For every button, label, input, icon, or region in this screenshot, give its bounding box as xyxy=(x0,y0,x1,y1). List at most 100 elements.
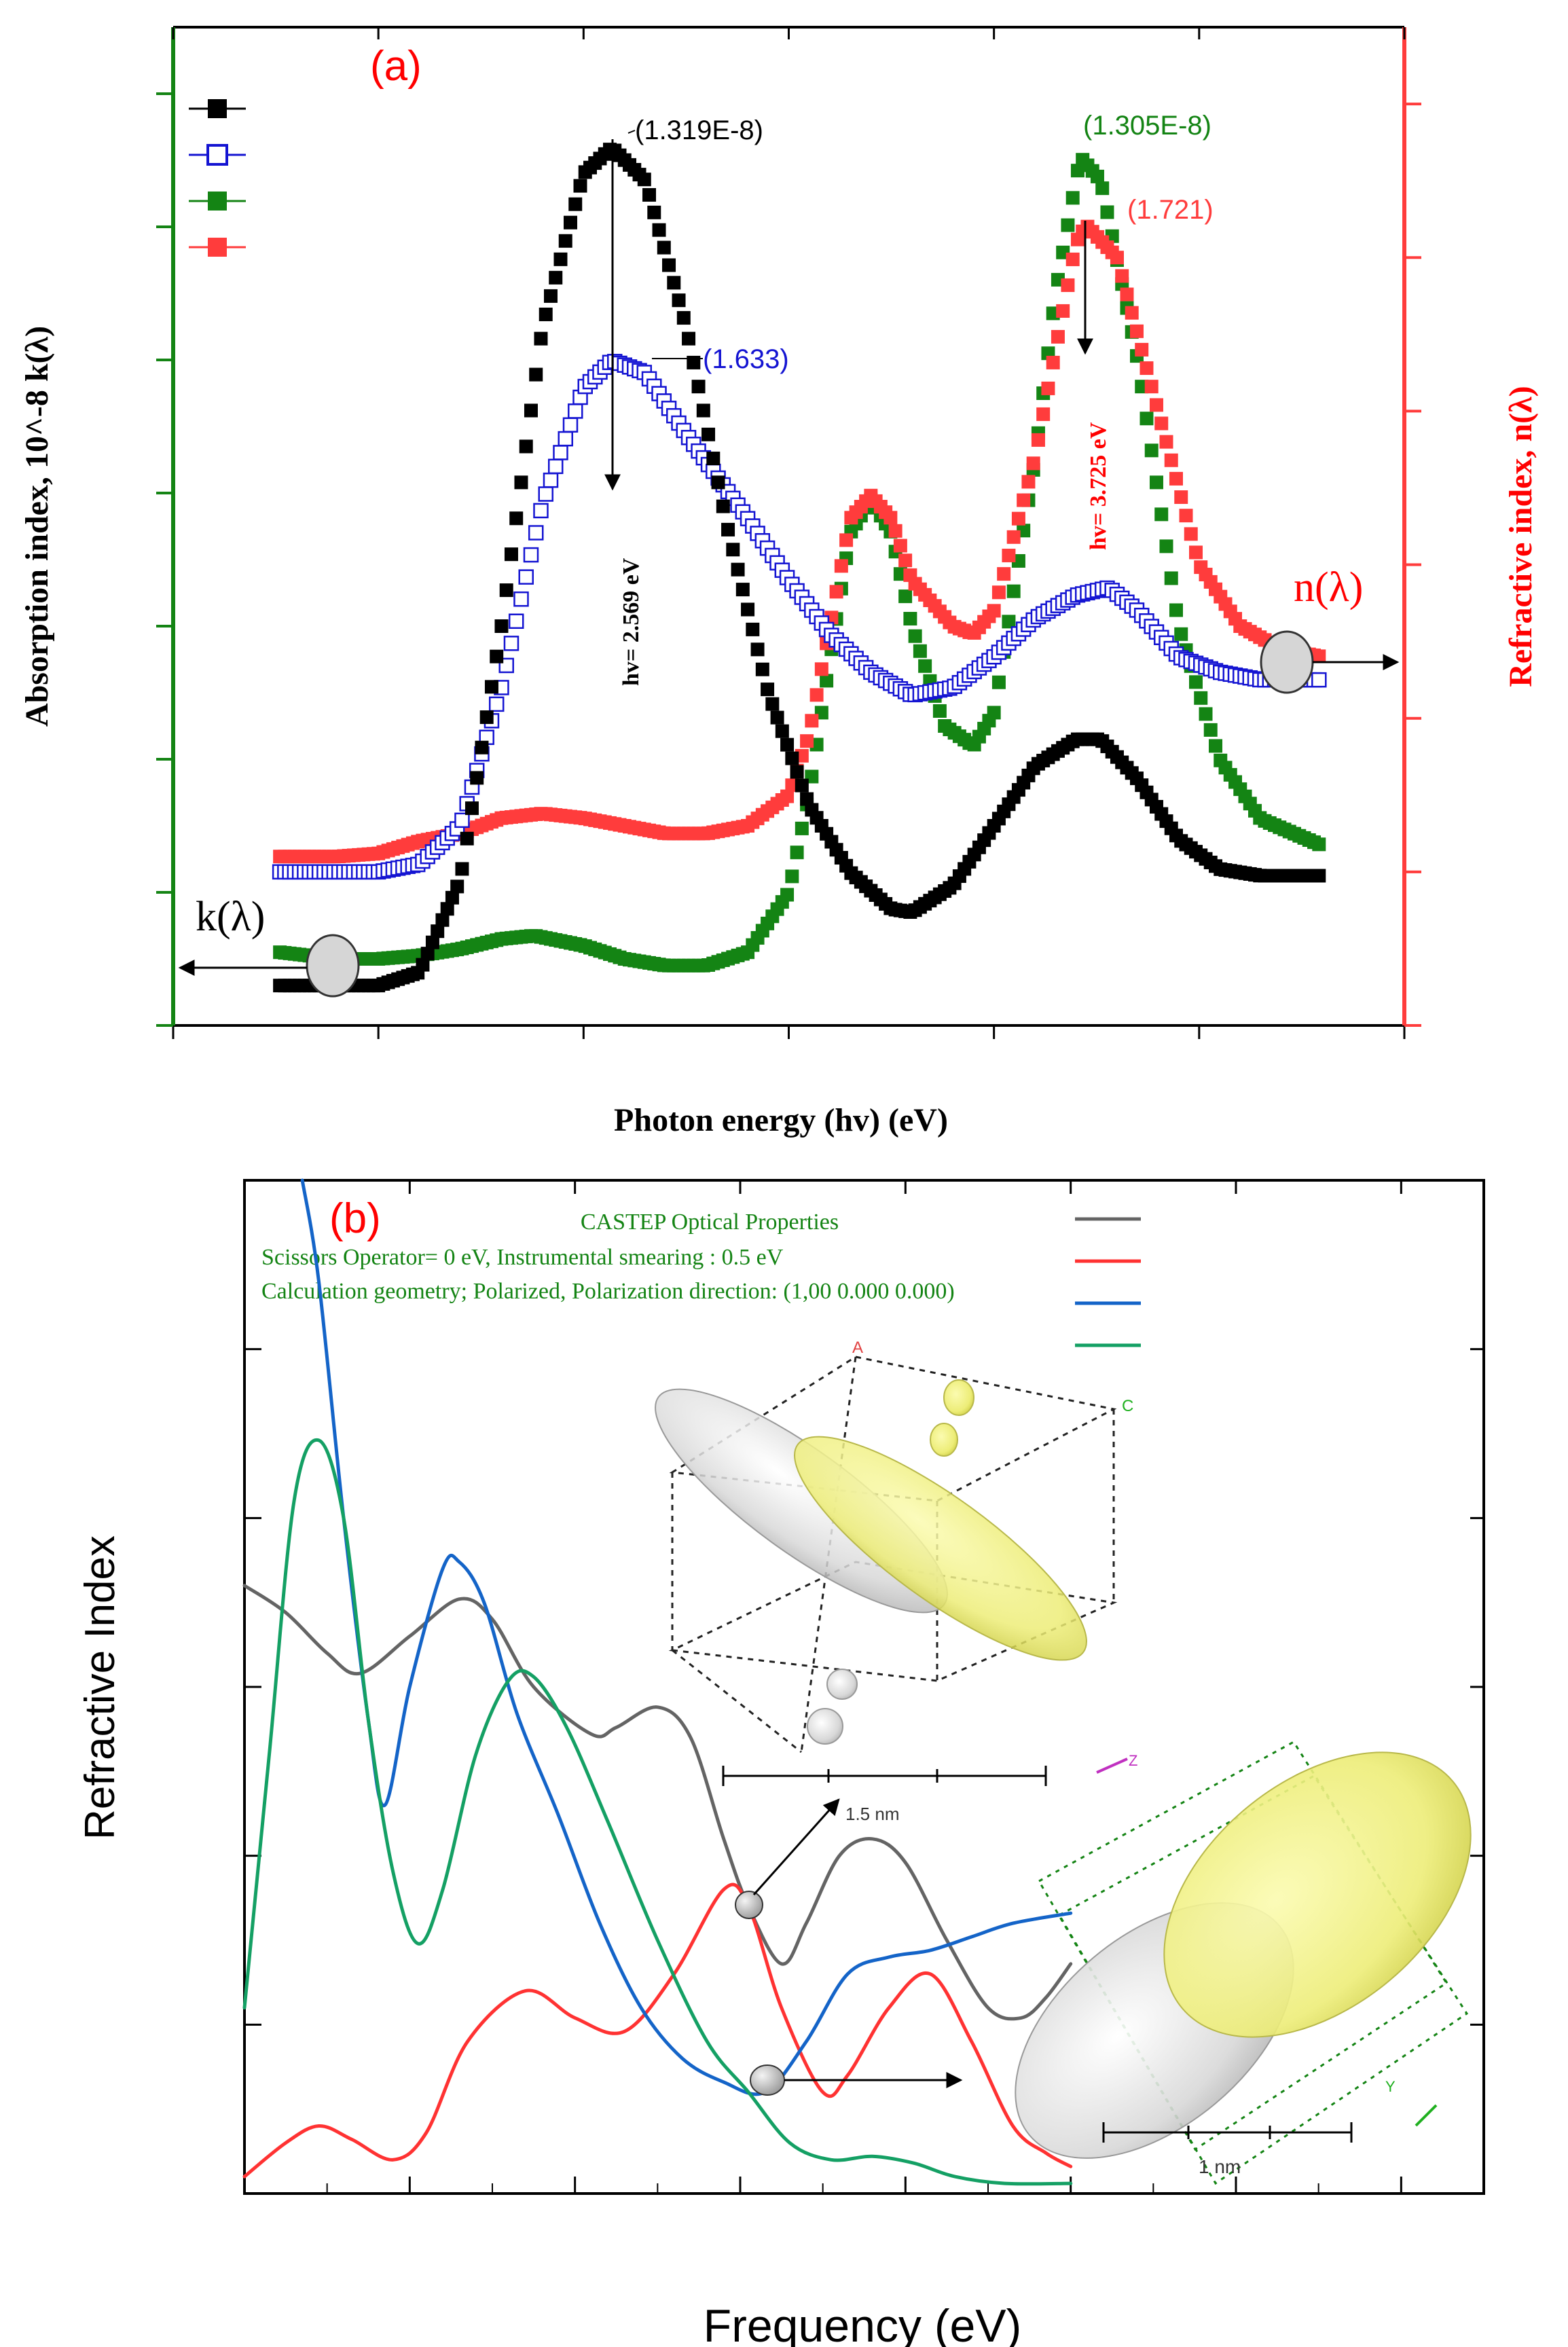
data-point xyxy=(1203,723,1218,737)
data-point xyxy=(755,662,769,676)
scale-label-lower: 1 nm xyxy=(1199,2156,1241,2177)
panel-b-series xyxy=(242,1178,1073,2186)
data-point xyxy=(562,417,579,433)
data-point xyxy=(1095,181,1110,196)
data-point xyxy=(543,472,559,488)
panel-b-y-title: Refractive Index xyxy=(77,1535,124,1840)
data-point xyxy=(558,234,572,248)
molecule-small-gray-2 xyxy=(807,1708,843,1745)
data-point xyxy=(761,683,775,697)
data-point xyxy=(509,511,524,526)
data-point xyxy=(1174,490,1188,505)
axis-triad-upper xyxy=(1096,1758,1128,1774)
data-point xyxy=(1061,278,1075,292)
pointer-arrow-upper xyxy=(752,1798,840,1895)
panel-a-right-y-title: Refractive index, n(λ) xyxy=(1503,386,1539,687)
data-point xyxy=(558,431,573,447)
annotation-peak-k-tf: (1.305E-8) xyxy=(1083,111,1211,141)
cell-label-a: A xyxy=(852,1339,863,1357)
data-point xyxy=(514,475,528,490)
data-point xyxy=(1312,837,1326,852)
data-point xyxy=(1065,252,1080,266)
data-point xyxy=(746,622,760,636)
panel-b: (b) Frequency (eV) Refractive Index CAST… xyxy=(77,1178,1485,2347)
panel-a-left-ticks xyxy=(156,92,173,1027)
data-point xyxy=(726,543,740,557)
data-point xyxy=(513,591,529,607)
data-point xyxy=(1051,329,1065,344)
data-point xyxy=(893,539,907,553)
data-point xyxy=(454,812,470,829)
data-point xyxy=(1159,539,1173,553)
data-point xyxy=(721,522,735,536)
data-point xyxy=(701,427,716,441)
data-point xyxy=(1002,615,1016,629)
data-point xyxy=(1120,287,1134,302)
data-point xyxy=(420,947,435,961)
data-point xyxy=(735,583,750,597)
marker-n-axis-ball xyxy=(1260,630,1314,694)
panel-b-frame xyxy=(243,1179,1485,2195)
data-point xyxy=(765,697,780,711)
data-point xyxy=(445,890,459,905)
data-point xyxy=(1188,675,1203,689)
annotation-peak-k-mnc: (1.319E-8) xyxy=(635,115,763,145)
axis-label-y-lower: Y xyxy=(1385,2078,1396,2095)
data-point xyxy=(997,567,1011,581)
data-point xyxy=(1006,530,1021,544)
data-point xyxy=(1312,869,1326,883)
data-point xyxy=(780,789,795,803)
data-point xyxy=(553,445,568,460)
scale-label-upper: 1.5 nm xyxy=(845,1804,900,1824)
data-point xyxy=(1164,571,1178,585)
data-point xyxy=(518,569,534,585)
data-point xyxy=(504,547,518,562)
data-point xyxy=(1115,269,1129,283)
data-point xyxy=(416,958,430,972)
annotation-n-lambda: n(λ) xyxy=(1294,564,1363,611)
panel-b-x-title: Frequency (eV) xyxy=(704,2300,1022,2347)
data-point xyxy=(932,704,947,718)
data-point xyxy=(839,533,854,547)
series-line-1 xyxy=(242,1882,1073,2179)
data-point xyxy=(1311,672,1327,688)
molecule-small-yellow-2 xyxy=(930,1423,958,1457)
data-point xyxy=(455,862,469,876)
data-point xyxy=(908,629,922,643)
data-point xyxy=(425,935,439,949)
data-point xyxy=(479,710,494,725)
data-point xyxy=(775,724,789,738)
data-point xyxy=(490,649,504,663)
data-point xyxy=(662,258,676,272)
data-point xyxy=(1184,527,1198,541)
data-point xyxy=(706,452,721,466)
data-point xyxy=(1090,169,1104,183)
annotation-hv-2569: hv= 2.569 eV xyxy=(619,558,644,686)
data-point xyxy=(795,821,809,835)
data-point xyxy=(696,403,710,418)
legend-marker xyxy=(208,238,227,257)
data-point xyxy=(1139,412,1154,426)
marker-k-axis-ball xyxy=(306,934,360,998)
data-point xyxy=(568,197,583,211)
panel-a-legend xyxy=(189,99,246,257)
panel-a-x-title: Photon energy (hv) (eV) xyxy=(614,1102,948,1138)
data-point xyxy=(1021,475,1036,489)
scale-bar-lower xyxy=(1102,2122,1353,2143)
panel-a-series xyxy=(272,143,1327,993)
data-point xyxy=(488,696,505,712)
molecule-small-gray-1 xyxy=(826,1669,858,1700)
data-point xyxy=(805,714,819,728)
data-point xyxy=(1006,584,1021,598)
data-point xyxy=(687,355,701,369)
cell-label-c: C xyxy=(1122,1397,1133,1415)
data-point xyxy=(543,289,558,303)
data-point xyxy=(1139,361,1154,376)
data-point xyxy=(829,585,843,599)
data-point xyxy=(795,778,809,793)
data-point xyxy=(667,276,681,290)
data-point xyxy=(1209,739,1223,753)
data-point xyxy=(1154,416,1169,431)
legend-marker xyxy=(208,192,227,211)
data-point xyxy=(1017,493,1031,507)
